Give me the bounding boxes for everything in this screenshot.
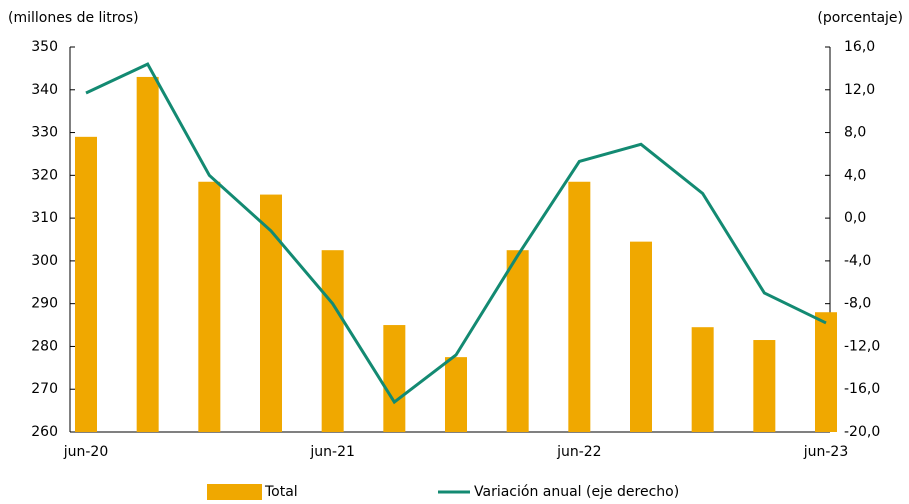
- x-tick-label: jun-20: [63, 444, 109, 460]
- bar: [445, 357, 467, 432]
- bar: [691, 327, 714, 432]
- y-tick-label: 280: [31, 338, 58, 354]
- y-tick-label: 340: [31, 82, 58, 98]
- y-tick-label: 270: [31, 381, 58, 397]
- y2-tick-label: 8,0: [844, 125, 866, 141]
- bar: [753, 340, 776, 432]
- bar: [260, 194, 282, 432]
- x-tick-label: jun-23: [803, 444, 849, 460]
- y2-tick-label: 16,0: [844, 39, 875, 55]
- bar: [198, 181, 221, 432]
- bar: [75, 136, 97, 433]
- y2-tick-label: -12,0: [844, 338, 880, 354]
- y2-tick-label: 12,0: [844, 82, 875, 98]
- legend-swatch: [207, 484, 262, 500]
- legend-label: Variación anual (eje derecho): [474, 484, 679, 500]
- bar: [136, 76, 159, 432]
- y2-tick-label: 4,0: [844, 167, 866, 183]
- y-tick-label: 290: [31, 296, 58, 312]
- y-tick-label: 300: [31, 253, 58, 269]
- bar: [815, 312, 837, 432]
- y-axis-label: (millones de litros): [8, 10, 139, 26]
- y2-tick-label: 0,0: [844, 210, 866, 226]
- x-tick-label: jun-22: [556, 444, 602, 460]
- y2-tick-label: -8,0: [844, 296, 871, 312]
- y-tick-label: 260: [31, 424, 58, 440]
- bar: [506, 250, 529, 432]
- bar: [383, 325, 406, 432]
- y2-tick-label: -16,0: [844, 381, 880, 397]
- y2-axis-label: (porcentaje): [817, 10, 903, 26]
- y-tick-label: 320: [31, 167, 58, 183]
- line: [85, 62, 827, 405]
- bar: [321, 250, 344, 432]
- bar: [630, 241, 652, 432]
- y-tick-label: 330: [31, 125, 58, 141]
- x-tick-label: jun-21: [309, 444, 355, 460]
- bar: [568, 181, 591, 432]
- y2-tick-label: -20,0: [844, 424, 880, 440]
- y-tick-label: 350: [31, 39, 58, 55]
- y2-tick-label: -4,0: [844, 253, 871, 269]
- y-tick-label: 310: [31, 210, 58, 226]
- legend-label: Total: [264, 484, 298, 500]
